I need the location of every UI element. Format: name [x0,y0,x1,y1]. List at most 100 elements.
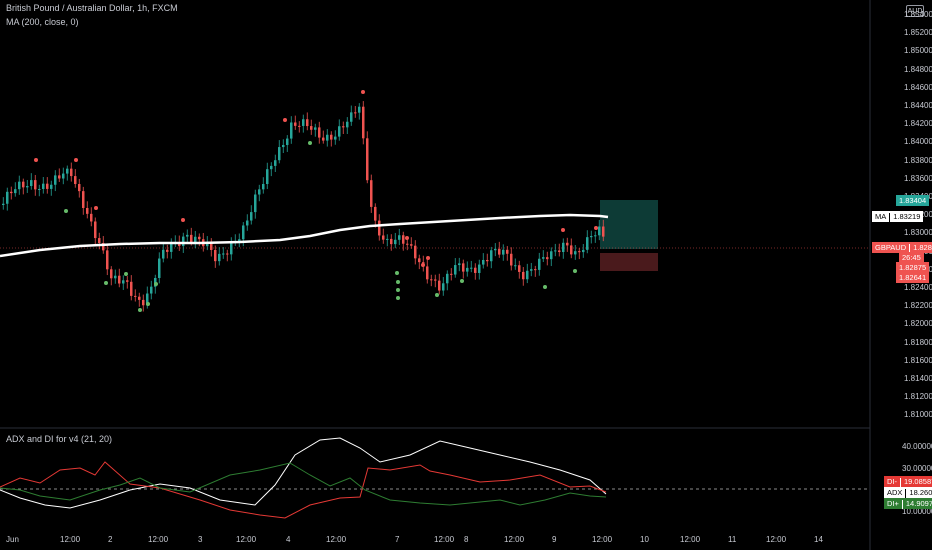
candle-body [406,243,409,245]
candle-body [530,269,533,271]
price-axis-label: 1.84400 [904,101,932,110]
candle-body [214,249,217,262]
candle-body [478,264,481,273]
candle-body [270,165,273,170]
di-minus-line [0,461,607,519]
indicator-axis-label: 40.00000 [902,442,932,451]
candle-body [466,267,469,272]
candle-body [454,265,457,275]
candle-body [110,269,113,279]
candle-body [274,160,277,166]
long-target-zone [600,200,658,249]
candle-body [2,203,5,205]
candle-body [78,184,81,192]
candle-body [338,126,341,137]
price-axis-label: 1.82200 [904,301,932,311]
candle-body [418,258,421,263]
candle-body [194,236,197,243]
candle-body [50,184,53,189]
candle-body [474,267,477,273]
candle-body [362,106,365,139]
candle-body [534,269,537,271]
sell-signal-dot [361,90,365,94]
indicator-axis-label: 30.00000 [902,464,932,473]
candle-body [322,137,325,141]
target-price-tag: 1.83404 [896,195,930,206]
candle-body [294,122,297,126]
candle-body [550,251,553,260]
candle-body [230,242,233,255]
candle-body [14,189,17,194]
candle-body [10,191,13,194]
buy-signal-dot [543,285,547,289]
candle-body [54,175,57,185]
candle-body [158,258,161,278]
currency-label[interactable]: AUD [906,5,924,17]
candle-body [546,257,549,260]
candle-body [70,168,73,177]
candle-body [66,168,69,174]
candle-body [502,249,505,255]
candle-body [410,244,413,246]
candle-body [82,191,85,208]
sell-signal-dot [181,218,185,222]
candle-body [298,125,301,127]
candle-body [398,235,401,240]
adx-tag: ADX 18.26005 [884,487,932,498]
sell-signal-dot [421,263,425,267]
candle-body [518,265,521,272]
candle-body [334,136,337,140]
time-axis-label: Jun [6,535,19,544]
adx-line [0,437,607,509]
candle-body [486,259,489,262]
ma-indicator-label[interactable]: MA (200, close, 0) [6,17,79,27]
adx-indicator-label[interactable]: ADX and DI for v4 (21, 20) [6,434,113,444]
candle-body [198,236,201,240]
di-plus-name: DI+ [887,499,899,508]
candle-body [18,181,21,190]
sell-signal-dot [94,206,98,210]
candle-body [374,206,377,221]
candle-body [514,265,517,267]
candle-body [6,191,9,204]
time-axis-label: 9 [552,535,557,544]
time-axis-label: 12:00 [592,535,613,544]
candle-body [350,112,353,122]
time-axis-label: 11 [728,535,737,544]
candle-body [278,147,281,161]
candle-body [106,250,109,270]
adx-value: 18.26005 [909,488,932,497]
candle-body [494,248,497,251]
candle-body [354,112,357,114]
candle-body [250,212,253,221]
time-axis-label: 3 [198,535,203,544]
candle-body [222,253,225,255]
time-axis-label: 12:00 [326,535,347,544]
candle-body [342,126,345,128]
time-axis-label: 10 [640,535,649,544]
buy-signal-dot [396,288,400,292]
candle-body [138,296,141,300]
di-plus-tag: DI+ 14.90972 [884,498,932,509]
candle-body [378,220,381,236]
candle-body [42,183,45,189]
candle-body [246,220,249,226]
time-axis-label: 12:00 [236,535,257,544]
price-axis-label: 1.85000 [904,46,932,56]
candle-body [390,238,393,245]
buy-signal-dot [308,141,312,145]
stop-price-tag: 1.82641 [896,272,930,283]
candle-body [554,250,557,252]
buy-signal-dot [395,271,399,275]
candle-body [574,251,577,255]
candle-body [510,253,513,266]
candle-body [538,258,541,270]
chart-title[interactable]: British Pound / Australian Dollar, 1h, F… [6,3,178,13]
candle-body [46,183,49,189]
candle-body [578,251,581,253]
candle-body [434,279,437,281]
candle-body [438,280,441,291]
candle-body [38,188,41,190]
